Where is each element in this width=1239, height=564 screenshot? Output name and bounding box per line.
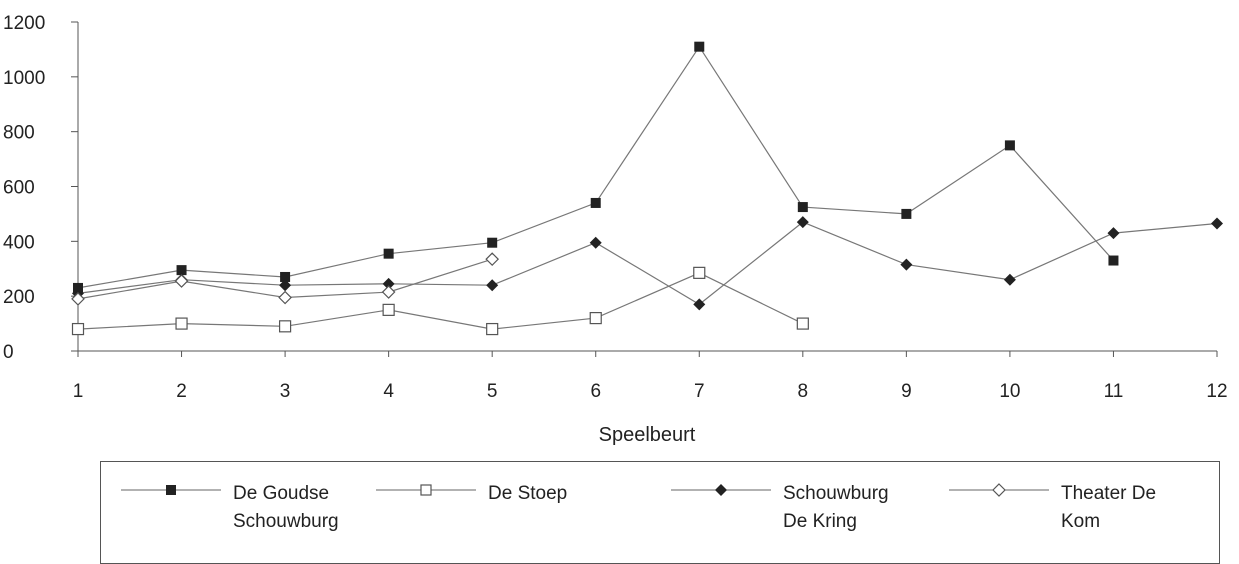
x-tick-label: 1 xyxy=(73,381,84,402)
data-point xyxy=(383,248,394,259)
legend-label-line1: Theater De xyxy=(1061,483,1157,504)
legend-symbol-open-square xyxy=(376,484,476,496)
x-tick-label: 10 xyxy=(999,381,1020,402)
data-point xyxy=(589,236,602,249)
data-point xyxy=(278,290,292,305)
data-point xyxy=(796,216,809,229)
x-tick-label: 2 xyxy=(176,381,187,402)
data-point xyxy=(900,258,913,271)
x-tick-label: 11 xyxy=(1104,381,1124,402)
data-point xyxy=(797,202,808,213)
series-de-stoep xyxy=(71,266,809,336)
data-point xyxy=(381,285,396,299)
data-point xyxy=(280,271,291,282)
x-tick-label: 7 xyxy=(694,381,705,402)
series-line-de-goudse-schouwburg xyxy=(77,45,1114,289)
legend-label-line2: Kom xyxy=(1061,511,1101,532)
data-point xyxy=(382,277,395,290)
data-point xyxy=(1107,227,1120,240)
series-line-schouwburg-de-kring xyxy=(77,221,1218,306)
data-point xyxy=(589,312,602,325)
legend-symbol-filled-square xyxy=(121,485,221,495)
data-point xyxy=(693,266,706,279)
legend-label-line1: De Goudse xyxy=(233,483,330,504)
series-line-de-stoep xyxy=(77,272,804,330)
data-point xyxy=(278,320,292,333)
data-point xyxy=(1211,217,1223,230)
data-point xyxy=(694,41,705,52)
data-point xyxy=(1003,273,1016,286)
data-point xyxy=(485,252,500,267)
series-schouwburg-de-kring xyxy=(72,216,1223,311)
legend-label-line2: Schouwburg xyxy=(233,511,339,532)
data-point xyxy=(174,274,189,288)
x-tick-label: 6 xyxy=(590,381,601,402)
x-tick-label: 4 xyxy=(383,381,394,402)
x-tick-label: 3 xyxy=(280,381,291,402)
legend-label-line1: De Stoep xyxy=(488,483,568,504)
data-point xyxy=(487,237,498,248)
y-tick-label: 600 xyxy=(3,178,35,199)
legend-symbol-open-diamond xyxy=(949,483,1049,497)
data-point xyxy=(693,298,706,311)
data-point xyxy=(71,292,85,306)
data-point xyxy=(796,317,809,330)
x-axis-title: Speelbeurt xyxy=(599,424,696,446)
legend-label-line2: De Kring xyxy=(783,511,857,532)
data-point xyxy=(71,322,85,336)
data-point xyxy=(176,265,187,276)
y-tick-label: 200 xyxy=(3,287,35,308)
data-point xyxy=(486,322,499,336)
data-point xyxy=(901,208,912,219)
series-de-goudse-schouwburg xyxy=(73,41,1119,293)
data-point xyxy=(175,317,188,330)
x-tick-label: 9 xyxy=(901,381,912,402)
legend-label-line1: Schouwburg xyxy=(783,483,889,504)
x-tick-label: 12 xyxy=(1206,381,1227,402)
x-tick-label: 5 xyxy=(487,381,498,402)
data-point xyxy=(1108,255,1119,266)
y-tick-label: 1200 xyxy=(3,13,45,34)
series-theater-de-kom xyxy=(71,252,500,306)
chart-legend: De Goudse Schouwburg De Stoep Schouwburg… xyxy=(100,461,1220,564)
data-point xyxy=(1004,140,1015,151)
y-tick-label: 800 xyxy=(3,123,35,144)
legend-symbol-filled-diamond xyxy=(671,484,771,496)
y-tick-label: 1000 xyxy=(3,68,45,89)
y-tick-label: 400 xyxy=(3,232,35,253)
x-tick-label: 8 xyxy=(798,381,809,402)
data-point xyxy=(486,279,499,292)
data-point xyxy=(382,303,395,316)
chart-series xyxy=(71,41,1223,336)
data-point xyxy=(279,279,292,292)
y-tick-label: 0 xyxy=(3,342,14,363)
data-point xyxy=(590,197,601,208)
